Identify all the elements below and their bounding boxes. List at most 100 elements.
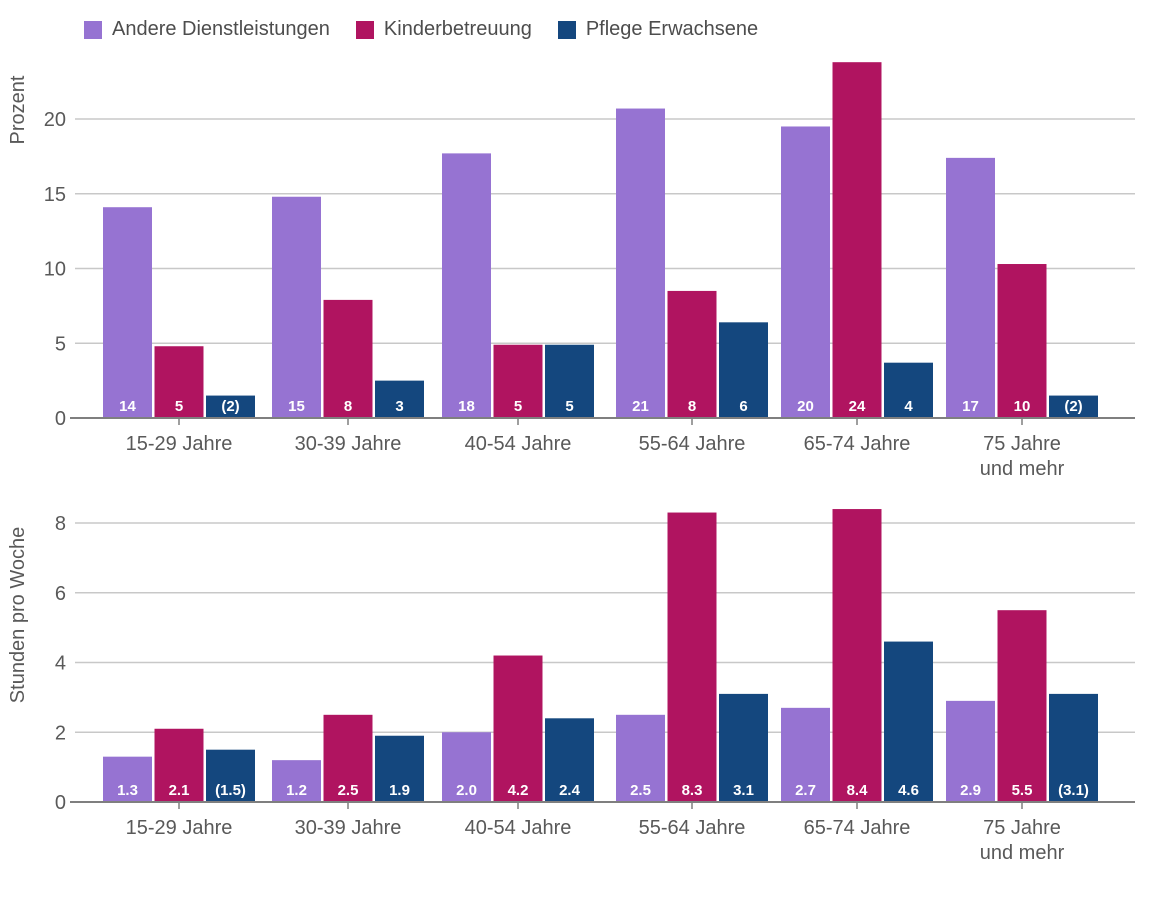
x-tick-label: 75 Jahre bbox=[983, 817, 1061, 839]
x-tick-label: 65-74 Jahre bbox=[804, 433, 911, 455]
x-tick-label: 15-29 Jahre bbox=[126, 433, 233, 455]
bar bbox=[719, 693, 768, 802]
bar-value-label: 3.1 bbox=[733, 782, 754, 799]
bar bbox=[781, 707, 830, 802]
bar bbox=[667, 512, 717, 802]
legend-label: Kinderbetreuung bbox=[383, 18, 532, 40]
bar-value-label: 2.4 bbox=[559, 782, 581, 799]
chart-legend: Andere Dienstleistungen Kinderbetreuung … bbox=[84, 18, 758, 41]
legend-item-kinderbetreuung: Kinderbetreuung bbox=[355, 18, 532, 41]
x-tick-label: 75 Jahre bbox=[983, 433, 1061, 455]
stunden-pro-woche-bar-chart: 1.3 1.2 2.0 2.5 2.7 2.9 2.1 2.5 4.2 8.3 8.4 5.5 (1.5… bbox=[7, 509, 1135, 864]
bar-value-label: 6 bbox=[739, 398, 747, 415]
bar bbox=[832, 509, 882, 802]
bar-value-label: 14 bbox=[119, 398, 136, 415]
bar bbox=[884, 641, 933, 802]
bar-value-label: 4 bbox=[904, 398, 913, 415]
bar bbox=[375, 380, 424, 418]
x-tick-label: 30-39 Jahre bbox=[295, 817, 402, 839]
bar bbox=[442, 732, 491, 802]
bar bbox=[272, 760, 321, 802]
bar-value-label: 5 bbox=[565, 398, 573, 415]
bar bbox=[206, 749, 255, 802]
x-tick-label: 40-54 Jahre bbox=[465, 433, 572, 455]
bar-value-label: 1.3 bbox=[117, 782, 138, 799]
bar-value-label: 18 bbox=[458, 398, 475, 415]
bar-value-label: 2.5 bbox=[338, 782, 359, 799]
bar-value-label: 2.5 bbox=[630, 782, 651, 799]
bar-value-label: 8 bbox=[344, 398, 352, 415]
bar bbox=[616, 714, 665, 802]
bar bbox=[103, 756, 152, 802]
bar bbox=[997, 264, 1047, 418]
bar-value-label: 8.3 bbox=[682, 782, 703, 799]
bar bbox=[323, 714, 373, 802]
bar-value-label: (1.5) bbox=[215, 782, 246, 799]
legend-swatch-magenta bbox=[355, 20, 374, 39]
x-tick-label: 65-74 Jahre bbox=[804, 817, 911, 839]
legend-swatch-blue bbox=[557, 20, 576, 39]
bar-value-label: 5 bbox=[175, 398, 183, 415]
bar bbox=[323, 299, 373, 418]
y-tick-label: 8 bbox=[55, 513, 66, 535]
legend-label: Pflege Erwachsene bbox=[585, 18, 759, 40]
y-tick-label: 20 bbox=[44, 109, 66, 131]
bar bbox=[545, 718, 594, 802]
legend-item-andere-dienstleistungen: Andere Dienstleistungen bbox=[84, 18, 330, 41]
y-tick-label: 15 bbox=[44, 184, 66, 206]
y-tick-label: 0 bbox=[55, 408, 66, 430]
bar-value-label: 5.5 bbox=[1012, 782, 1033, 799]
bar bbox=[493, 344, 543, 418]
legend-swatch-purple bbox=[84, 20, 102, 39]
bar bbox=[997, 610, 1047, 802]
bar bbox=[545, 344, 594, 418]
bar-value-label: 1.2 bbox=[286, 782, 307, 799]
legend-item-pflege-erwachsene: Pflege Erwachsene bbox=[557, 18, 759, 41]
bar-value-label: 2.7 bbox=[795, 782, 816, 799]
bar bbox=[103, 207, 152, 418]
bar-value-label: 3 bbox=[395, 398, 403, 415]
bar-value-label: (2) bbox=[1064, 398, 1082, 415]
bar bbox=[1049, 693, 1098, 802]
y-tick-label: 4 bbox=[55, 653, 66, 675]
bar bbox=[375, 735, 424, 802]
y-axis-title: Prozent bbox=[7, 75, 29, 144]
bar-value-label: 4.6 bbox=[898, 782, 919, 799]
bar-value-label: 15 bbox=[288, 398, 305, 415]
y-tick-label: 0 bbox=[55, 792, 66, 814]
y-tick-label: 2 bbox=[55, 722, 66, 744]
bar-value-label: 2.0 bbox=[456, 782, 477, 799]
bar-value-label: 21 bbox=[632, 398, 649, 415]
x-tick-label: und mehr bbox=[980, 458, 1065, 480]
bar bbox=[154, 728, 204, 802]
bar-value-label: 20 bbox=[797, 398, 814, 415]
bar bbox=[884, 362, 933, 418]
bar bbox=[616, 108, 665, 418]
bar bbox=[946, 157, 995, 418]
x-tick-label: 55-64 Jahre bbox=[639, 433, 746, 455]
bar bbox=[206, 395, 255, 418]
x-tick-label: 40-54 Jahre bbox=[465, 817, 572, 839]
x-tick-label: 30-39 Jahre bbox=[295, 433, 402, 455]
bar-value-label: 5 bbox=[514, 398, 522, 415]
bar-value-label: (2) bbox=[221, 398, 239, 415]
bar-value-label: 2.1 bbox=[169, 782, 190, 799]
bar-value-label: 2.9 bbox=[960, 782, 981, 799]
bar-value-label: 17 bbox=[962, 398, 979, 415]
bar bbox=[1049, 395, 1098, 418]
bar-value-label: 24 bbox=[849, 398, 866, 415]
prozent-bar-chart: 14 15 18 21 20 17 5 8 5 8 24 10 (2) 3 5 6 4 (2) 0 5 10 15 20 Pr… bbox=[7, 62, 1135, 480]
bar-value-label: 8.4 bbox=[847, 782, 869, 799]
bar bbox=[272, 196, 321, 418]
y-tick-label: 5 bbox=[55, 333, 66, 355]
x-tick-label: und mehr bbox=[980, 842, 1065, 864]
bar-value-label: 10 bbox=[1014, 398, 1031, 415]
bar bbox=[493, 655, 543, 802]
bar bbox=[719, 322, 768, 418]
bar bbox=[946, 700, 995, 802]
bar-value-label: 8 bbox=[688, 398, 696, 415]
bar bbox=[667, 290, 717, 418]
bar bbox=[442, 153, 491, 418]
bar-value-label: (3.1) bbox=[1058, 782, 1089, 799]
x-tick-label: 55-64 Jahre bbox=[639, 817, 746, 839]
